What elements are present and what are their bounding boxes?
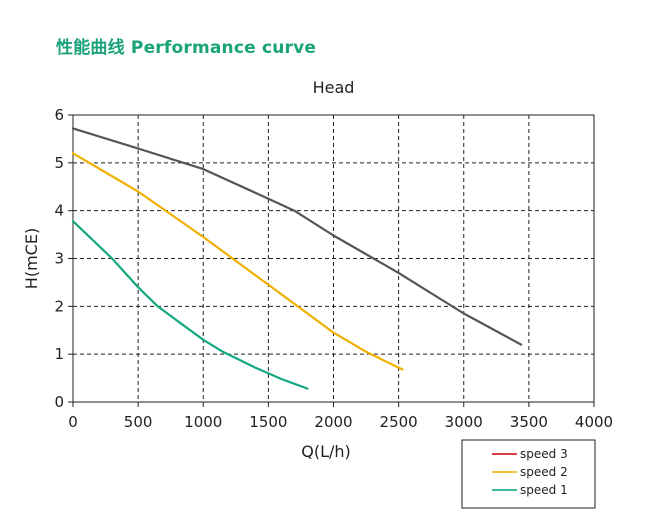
legend-label: speed 2 <box>520 465 568 479</box>
chart-legend: speed 3 speed 2 speed 1 <box>461 439 596 509</box>
series-line-speed-3 <box>71 127 523 346</box>
chart-title: Head <box>313 78 355 97</box>
chart-grid <box>73 115 594 402</box>
y-tick-label: 6 <box>54 106 64 124</box>
x-tick-label: 1000 <box>184 413 222 431</box>
legend-label: speed 1 <box>520 483 568 497</box>
x-tick-label: 0 <box>68 413 78 431</box>
x-tick-label: 3500 <box>510 413 548 431</box>
x-tick-label: 2000 <box>314 413 352 431</box>
y-axis-ticks: 0 1 2 3 4 5 6 <box>54 106 73 411</box>
x-axis-ticks: 0 500 1000 1500 2000 2500 3000 3500 4000 <box>68 402 613 431</box>
legend-box <box>461 439 596 509</box>
page-title: 性能曲线 Performance curve <box>56 38 317 58</box>
legend-label: speed 3 <box>520 447 568 461</box>
y-tick-label: 4 <box>54 202 64 220</box>
y-axis-title: H(mCE) <box>22 228 41 289</box>
series-line-speed-1 <box>71 220 309 390</box>
x-axis-title: Q(L/h) <box>301 442 351 461</box>
y-tick-label: 0 <box>54 393 64 411</box>
series-lines <box>71 127 523 390</box>
x-tick-label: 3000 <box>445 413 483 431</box>
x-tick-label: 500 <box>124 413 153 431</box>
x-tick-label: 1500 <box>249 413 287 431</box>
y-tick-label: 5 <box>54 154 64 172</box>
y-tick-label: 3 <box>54 250 64 268</box>
series-line-speed-2 <box>71 152 404 371</box>
x-tick-label: 2500 <box>380 413 418 431</box>
x-tick-label: 4000 <box>575 413 613 431</box>
y-tick-label: 1 <box>54 345 64 363</box>
y-tick-label: 2 <box>54 297 64 315</box>
